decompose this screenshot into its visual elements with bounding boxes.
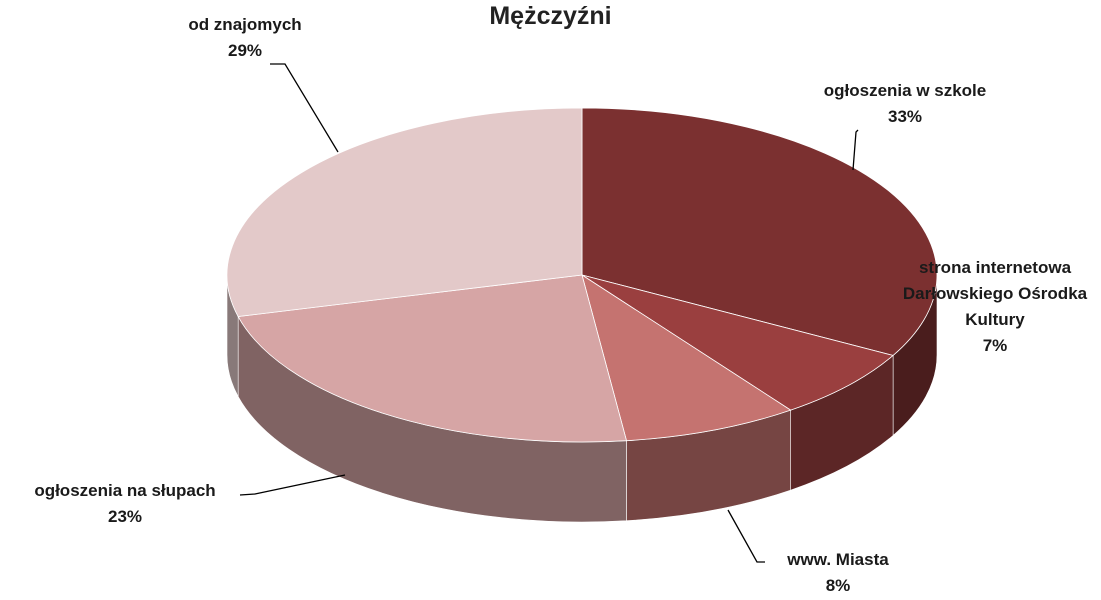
- leader-line: [270, 63, 339, 153]
- data-label: ogłoszenia w szkole 33%: [775, 78, 1035, 130]
- category-label: od znajomych: [188, 15, 302, 34]
- category-label: ogłoszenia w szkole: [823, 81, 987, 100]
- value-label: 29%: [227, 41, 263, 60]
- chart-title: Mężczyźni: [489, 2, 612, 30]
- data-label: strona internetowa Darłowskiego Ośrodka …: [885, 255, 1101, 359]
- value-label: 7%: [982, 336, 1008, 355]
- slice: [581, 274, 792, 442]
- data-label: www. Miasta 8%: [738, 547, 938, 599]
- leader-line: [239, 474, 346, 496]
- slice: [581, 107, 938, 356]
- value-label: 33%: [887, 107, 923, 126]
- value-label: 8%: [825, 576, 851, 595]
- slice: [581, 274, 894, 411]
- category-label: www. Miasta: [787, 550, 889, 569]
- leader-line: [852, 129, 859, 171]
- value-label: 23%: [107, 507, 143, 526]
- leader-line: [727, 509, 765, 563]
- slice: [237, 274, 628, 443]
- category-label: strona internetowa Darłowskiego Ośrodka …: [902, 258, 1088, 329]
- data-label: od znajomych 29%: [145, 12, 345, 64]
- category-label: ogłoszenia na słupach: [34, 481, 216, 500]
- data-label: ogłoszenia na słupach 23%: [0, 478, 250, 530]
- slice: [226, 107, 583, 317]
